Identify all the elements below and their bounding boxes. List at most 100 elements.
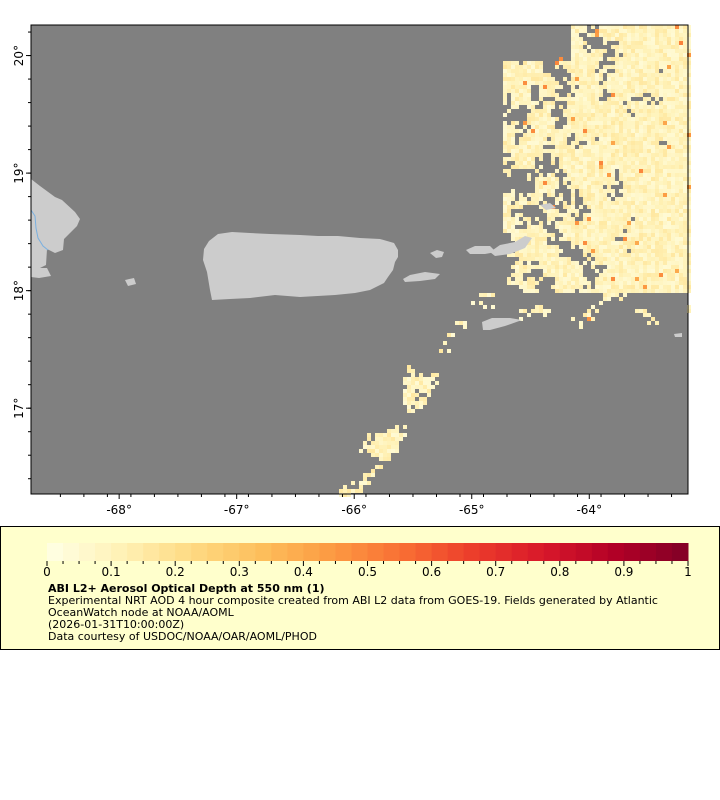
aod-cell: [511, 197, 515, 201]
aod-cell: [603, 113, 607, 117]
aod-cell: [415, 385, 419, 389]
aod-cell: [667, 241, 671, 245]
aod-cell: [363, 445, 367, 449]
aod-cell: [647, 81, 651, 85]
aod-cell: [635, 81, 639, 85]
aod-cell: [503, 137, 507, 141]
aod-cell: [539, 225, 543, 229]
aod-cell: [595, 33, 599, 37]
aod-cell: [671, 89, 675, 93]
aod-cell: [667, 285, 671, 289]
aod-cell: [535, 197, 539, 201]
aod-cell: [667, 277, 671, 281]
aod-cell: [683, 149, 687, 153]
aod-cell: [683, 253, 687, 257]
aod-cell: [683, 53, 687, 57]
aod-cell: [375, 441, 379, 445]
aod-cell: [647, 169, 651, 173]
aod-cell: [667, 73, 671, 77]
aod-cell: [611, 261, 615, 265]
aod-cell: [647, 69, 651, 73]
aod-cell: [539, 69, 543, 73]
aod-cell: [675, 177, 679, 181]
aod-cell: [547, 189, 551, 193]
aod-cell: [367, 433, 371, 437]
aod-cell: [623, 129, 627, 133]
aod-cell: [663, 221, 667, 225]
aod-cell: [543, 109, 547, 113]
aod-cell: [583, 289, 587, 293]
aod-cell: [559, 85, 563, 89]
aod-cell: [543, 101, 547, 105]
aod-cell: [527, 229, 531, 233]
aod-cell: [675, 89, 679, 93]
aod-cell: [591, 185, 595, 189]
aod-cell: [655, 217, 659, 221]
aod-cell: [651, 273, 655, 277]
aod-cell: [663, 261, 667, 265]
aod-cell: [519, 249, 523, 253]
aod-cell: [383, 453, 387, 457]
aod-cell: [671, 269, 675, 273]
aod-cell: [535, 177, 539, 181]
aod-cell: [663, 169, 667, 173]
aod-cell: [563, 277, 567, 281]
aod-cell: [595, 93, 599, 97]
aod-cell: [539, 253, 543, 257]
aod-cell: [579, 37, 583, 41]
aod-cell: [583, 193, 587, 197]
aod-cell: [519, 205, 523, 209]
aod-cell: [627, 29, 631, 33]
aod-cell: [567, 153, 571, 157]
aod-cell: [663, 25, 667, 29]
aod-cell: [583, 73, 587, 77]
legend-time: (2026-01-31T10:00:00Z): [48, 618, 185, 631]
aod-cell: [511, 81, 515, 85]
aod-cell: [503, 229, 507, 233]
aod-cell: [567, 221, 571, 225]
aod-cell: [507, 141, 511, 145]
aod-cell: [527, 201, 531, 205]
aod-cell: [547, 245, 551, 249]
aod-cell: [627, 145, 631, 149]
aod-cell: [683, 73, 687, 77]
aod-cell: [651, 161, 655, 165]
aod-cell: [611, 65, 615, 69]
aod-cell: [659, 273, 663, 277]
aod-cell: [571, 233, 575, 237]
colorbar-step: [79, 543, 96, 561]
aod-cell: [647, 29, 651, 33]
aod-cell: [627, 277, 631, 281]
aod-cell: [671, 113, 675, 117]
aod-cell: [655, 153, 659, 157]
aod-cell: [651, 253, 655, 257]
aod-cell: [603, 237, 607, 241]
aod-cell: [623, 233, 627, 237]
aod-cell: [623, 153, 627, 157]
aod-cell: [419, 405, 423, 409]
aod-cell: [635, 33, 639, 37]
aod-cell: [667, 113, 671, 117]
aod-cell: [607, 89, 611, 93]
aod-cell: [579, 177, 583, 181]
aod-cell: [631, 205, 635, 209]
aod-cell: [627, 157, 631, 161]
aod-cell: [671, 205, 675, 209]
aod-cell: [635, 233, 639, 237]
aod-cell: [511, 65, 515, 69]
aod-cell: [663, 133, 667, 137]
aod-cell: [555, 249, 559, 253]
aod-cell: [655, 169, 659, 173]
aod-cell: [587, 257, 591, 261]
aod-cell: [627, 245, 631, 249]
aod-cell: [571, 65, 575, 69]
aod-cell: [663, 245, 667, 249]
aod-cell: [611, 141, 615, 145]
aod-cell: [619, 249, 623, 253]
aod-cell: [683, 141, 687, 145]
aod-cell: [647, 161, 651, 165]
aod-cell: [579, 61, 583, 65]
aod-cell: [675, 277, 679, 281]
aod-cell: [659, 237, 663, 241]
aod-cell: [503, 205, 507, 209]
